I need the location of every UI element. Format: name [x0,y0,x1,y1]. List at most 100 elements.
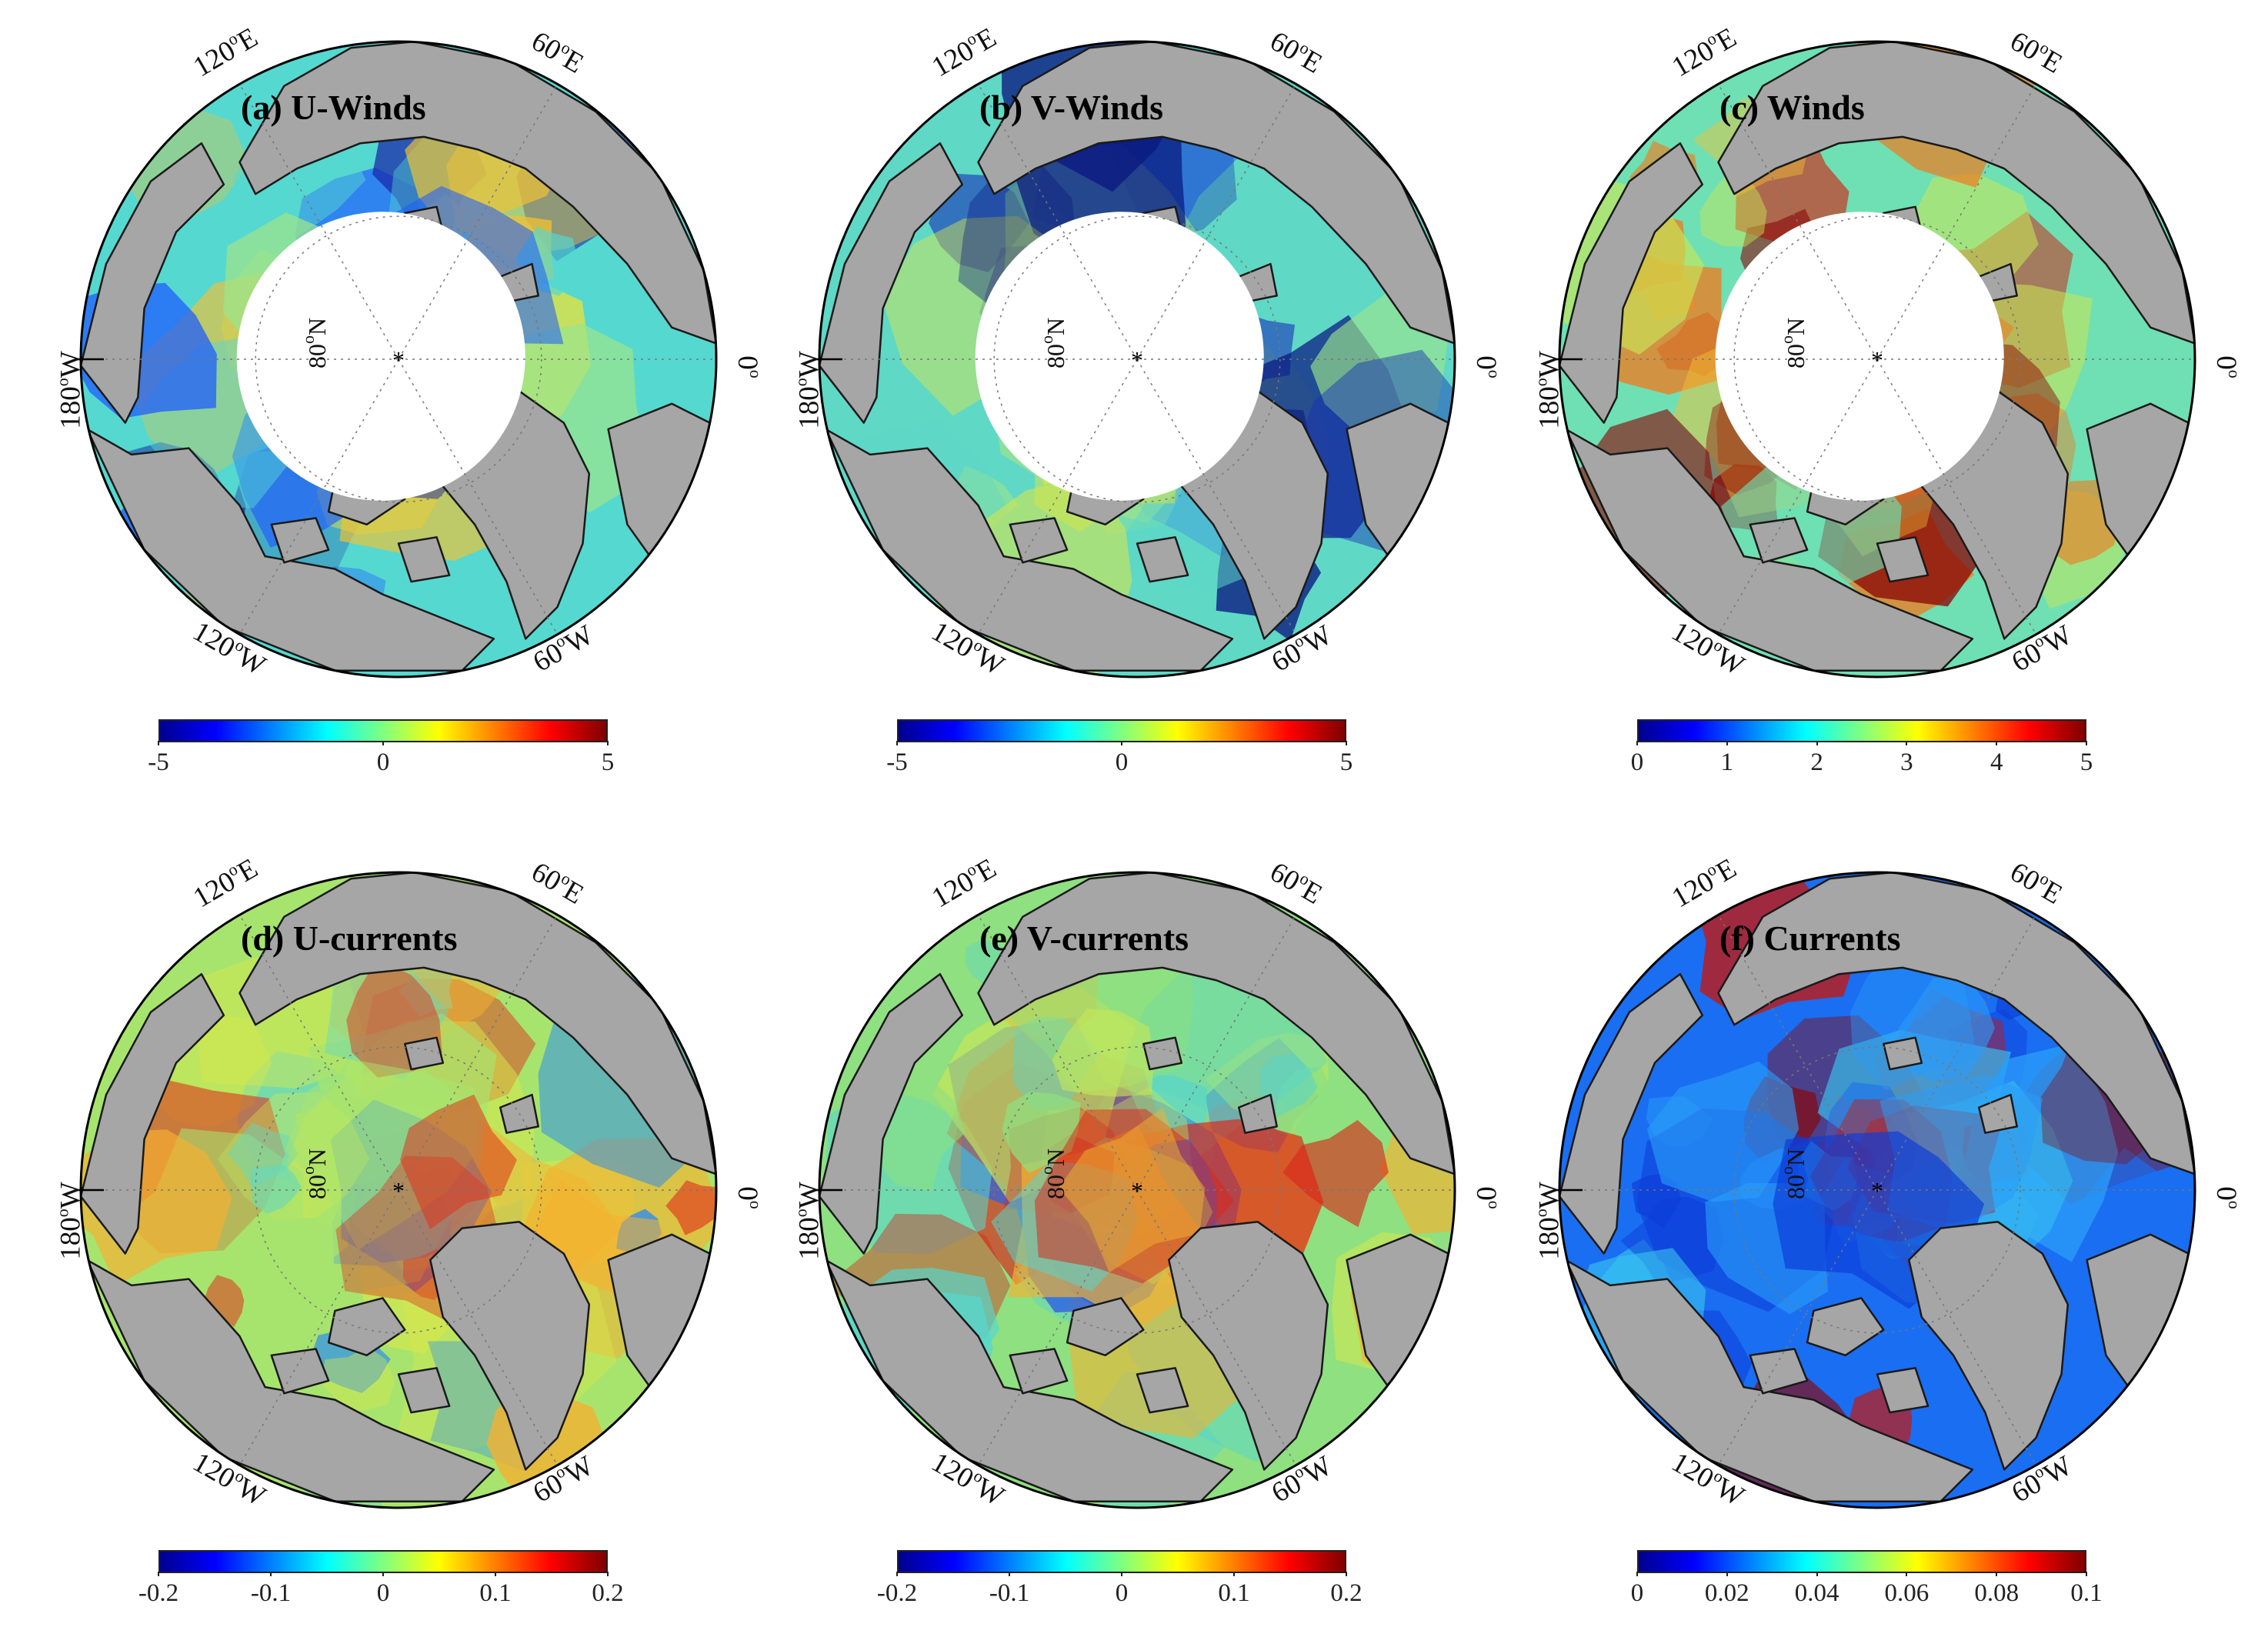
longitude-label: 120oW [926,1446,1010,1513]
field-patch [180,527,265,612]
longitude-label: 60oW [2006,1449,2078,1509]
field-patch [1881,1189,1998,1305]
field-patch [203,1275,245,1327]
colorbar-tick-label: 4 [1990,748,2003,776]
field-patch [334,311,411,382]
field-patch [1646,1096,1713,1148]
land-mass [81,142,225,424]
land-mass [825,428,1234,672]
panel-title: (a) U-Winds [241,88,426,127]
latitude-label: 80oN [1037,317,1070,369]
field-patch [1893,173,2039,312]
field-patch [95,1109,266,1286]
field-patch [2040,1019,2177,1165]
land-mass [1883,205,1923,240]
field-patch [946,1032,1163,1234]
field-patch [1065,1224,1130,1300]
land-mass [1009,1348,1069,1395]
field-patch [1053,1215,1167,1312]
field-patch [1007,207,1082,288]
field-patch [1130,308,1202,374]
field-patch [2014,488,2130,609]
field-patch [308,1013,497,1200]
field-patch [1126,467,1258,594]
field-patch [1292,349,1455,564]
field-patch [1015,1218,1134,1336]
colorbar-tick [270,1572,272,1576]
land-mass [977,42,1455,345]
field-patch [81,282,217,419]
field-patch [1034,387,1179,532]
field-patch [352,276,495,415]
ocean-field [819,42,1455,677]
field-patch [1767,1015,1927,1169]
field-patch [1204,1032,1329,1137]
north-pole-marker: * [392,1177,405,1205]
longitude-label: 60oW [528,618,599,678]
field-patch [399,246,592,472]
colorbar-tick [1906,1572,1908,1576]
field-patch [403,1249,453,1300]
land-mass [1168,390,1329,640]
field-patch [296,1435,391,1508]
ocean-field [81,42,716,677]
land-mass [1136,536,1189,583]
field-patch [227,1122,299,1188]
field-patch [1995,972,2043,1020]
field-patch [362,351,405,398]
field-patch [1126,307,1209,394]
colorbar-tick [896,1572,898,1576]
longitude-label: 0o [731,355,765,378]
field-patch [1811,428,1942,557]
land-mass [238,872,716,1175]
field-patch [330,1099,492,1263]
field-patch [299,566,389,645]
colorbar-tick-label: 5 [601,748,615,776]
field-patch [232,109,366,252]
field-patch [1900,211,2073,388]
field-patch [1052,1009,1155,1097]
colorbar-tick-label: 0.1 [479,1579,512,1607]
field-patch [1205,1038,1319,1153]
longitude-label: 0o [1469,1186,1504,1209]
field-patch [1731,126,1849,245]
land-mass [1977,1093,2018,1134]
field-patch [1806,1095,1920,1217]
field-patch [993,307,1157,490]
colorbar-tick [2086,741,2087,745]
field-patch [520,1156,635,1265]
field-patch [131,335,320,508]
field-patch [446,80,622,258]
field-patch [1208,365,1330,525]
field-patch [1076,354,1228,535]
colorbar-tick [1346,1572,1347,1576]
colorbar-tick-label: 0.02 [1704,1579,1749,1607]
land-mass [429,390,591,640]
field-patch [1852,1077,1976,1202]
field-patch [1847,1105,2005,1224]
field-patch [870,455,952,522]
field-patch [1631,1173,1682,1229]
land-mass [1876,1367,1929,1414]
field-patch [1106,338,1162,392]
field-patch [1705,1183,1829,1315]
field-patch [665,1180,716,1235]
land-mass [327,1297,406,1357]
land-mass [1908,390,2070,640]
field-patch [829,420,1009,591]
field-patch [217,1092,370,1221]
graticule [819,914,1455,1466]
colorbar-tick [1636,1572,1638,1576]
field-patch [1080,285,1200,431]
longitude-label: 60oE [1264,855,1328,911]
field-patch [228,416,381,598]
field-patch [1246,470,1304,538]
field-patch [819,268,987,422]
field-patch [979,239,1204,416]
longitude-label: 120oE [926,22,1002,84]
map-frame [818,40,1456,678]
field-patch [332,1165,452,1292]
land-mass [270,517,330,564]
longitude-label: 180oW [52,351,87,429]
